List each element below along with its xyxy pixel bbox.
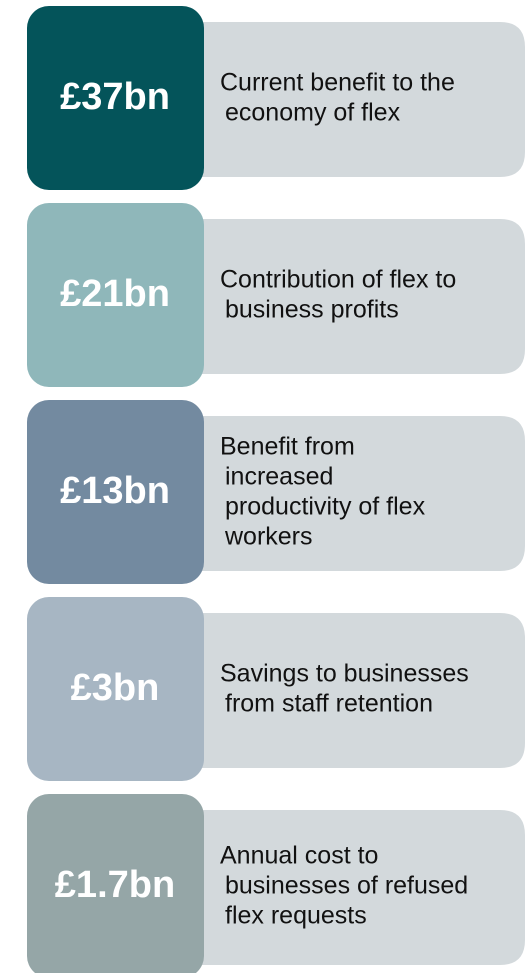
description-line: flex requests xyxy=(225,902,367,930)
description-line: businesses of refused xyxy=(225,872,468,900)
value-box xyxy=(27,203,204,387)
description-line: Annual cost to xyxy=(220,842,378,870)
description-line: economy of flex xyxy=(225,99,401,127)
description-line: increased xyxy=(225,463,333,491)
value-text: £13bn xyxy=(60,470,170,512)
value-box xyxy=(27,6,204,190)
value-box xyxy=(27,400,204,584)
description-line: productivity of flex xyxy=(225,493,426,521)
text-panel xyxy=(190,613,525,768)
text-panel xyxy=(190,219,525,374)
value-text: £1.7bn xyxy=(55,864,175,906)
value-text: £3bn xyxy=(71,667,160,709)
description-line: business profits xyxy=(225,296,399,324)
text-panel xyxy=(190,416,525,571)
value-text: £37bn xyxy=(60,76,170,118)
text-panel xyxy=(190,810,525,965)
description-line: from staff retention xyxy=(225,690,433,718)
value-text: £21bn xyxy=(60,273,170,315)
description-line: Savings to businesses xyxy=(220,660,469,688)
description-line: Current benefit to the xyxy=(220,69,455,97)
value-box xyxy=(27,597,204,781)
value-box xyxy=(27,794,204,973)
text-panel xyxy=(190,22,525,177)
description-line: Benefit from xyxy=(220,433,355,461)
description-line: Contribution of flex to xyxy=(220,266,456,294)
description-line: workers xyxy=(224,523,313,551)
